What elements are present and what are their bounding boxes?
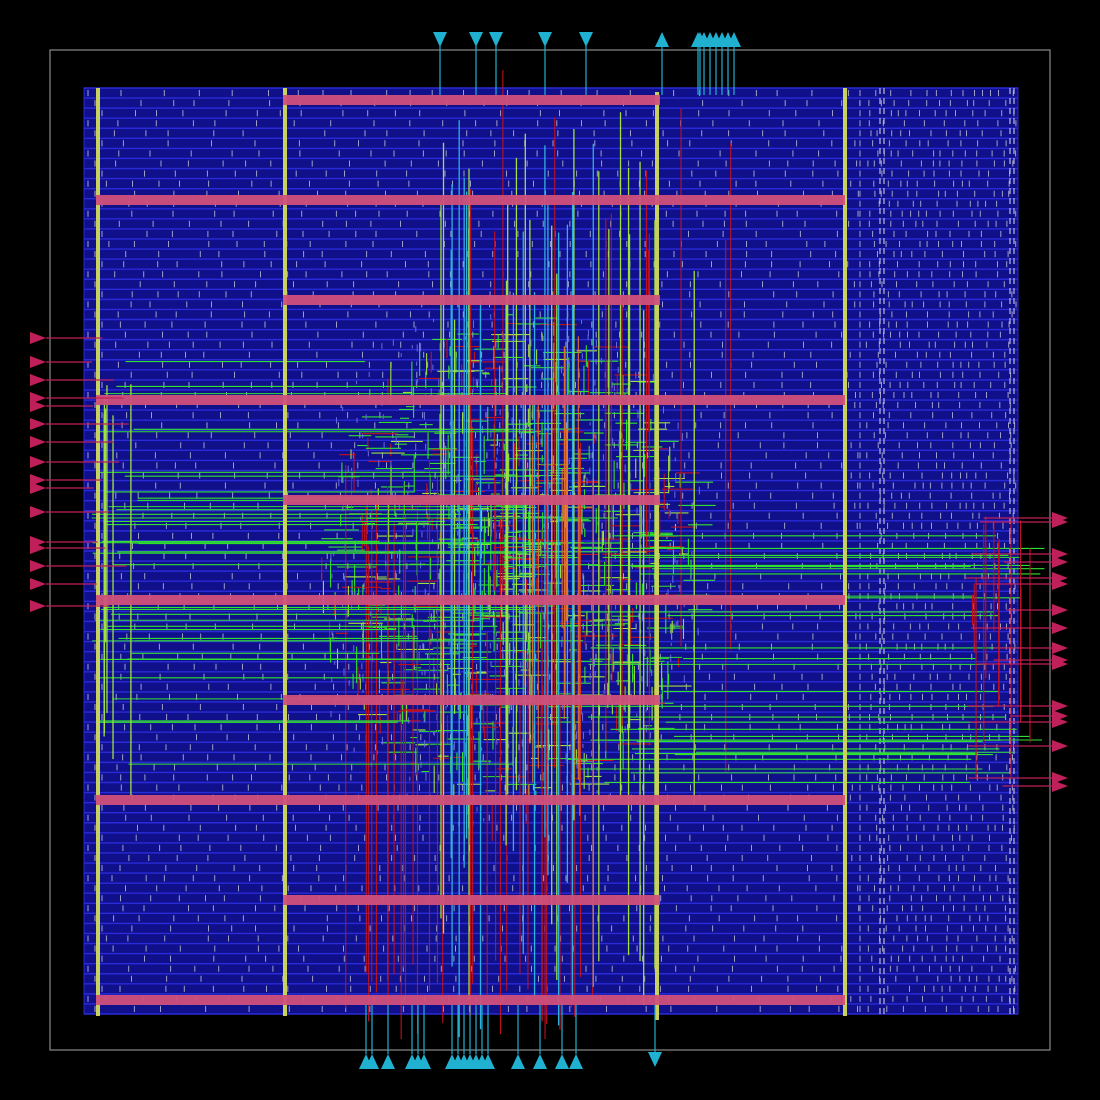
cell-boundary-ticks: [94, 613, 1012, 620]
io-pins-layer: [30, 32, 1068, 1069]
io-pin-top: [727, 32, 741, 47]
horizontal-power-stripe: [96, 195, 845, 205]
cell-boundary-ticks: [94, 855, 1007, 861]
io-pin-left: [30, 600, 46, 612]
cell-boundary-ticks: [101, 110, 1015, 117]
horizontal-power-stripe: [96, 995, 845, 1005]
cell-boundary-ticks: [94, 281, 1005, 288]
cell-boundary-ticks: [94, 130, 1002, 137]
cell-boundary-ticks: [101, 985, 1016, 992]
horizontal-power-stripe: [96, 595, 845, 605]
cell-boundary-ticks: [94, 190, 1010, 197]
die-boundary: [49, 49, 1051, 1051]
io-pin-bottom: [417, 1054, 431, 1069]
horizontal-power-stripe: [96, 795, 845, 805]
io-pin-right: [1052, 658, 1068, 670]
die-boundary-layer: [49, 49, 1051, 1051]
io-pin-bottom: [533, 1054, 547, 1069]
cell-boundary-ticks: [87, 452, 1011, 459]
io-pin-left: [30, 332, 46, 344]
horizontal-power-stripe: [283, 95, 660, 105]
horizontal-power-stripe: [283, 695, 660, 705]
io-pin-right: [1052, 642, 1068, 654]
io-pin-left: [30, 400, 46, 412]
cell-boundary-ticks: [87, 844, 1003, 851]
io-pin-top: [538, 32, 552, 47]
io-pin-bottom: [481, 1054, 495, 1069]
io-pin-top: [469, 32, 483, 47]
power-stripes-layer: [96, 88, 847, 1020]
io-pin-bottom: [648, 1052, 662, 1067]
io-pin-right: [1052, 700, 1068, 712]
io-pin-right: [1052, 604, 1068, 616]
cell-boundary-ticks: [87, 935, 1013, 942]
io-pin-top: [693, 32, 707, 47]
cell-boundary-ticks: [87, 663, 1005, 670]
io-pin-left: [30, 356, 46, 368]
io-pin-right: [1052, 548, 1068, 560]
io-pin-left: [30, 418, 46, 430]
cell-boundary-ticks: [94, 522, 1004, 529]
io-pin-bottom: [555, 1054, 569, 1069]
io-pin-bottom: [365, 1054, 379, 1069]
io-pin-right: [1052, 516, 1068, 528]
io-pin-bottom: [381, 1054, 395, 1069]
io-pin-right: [1052, 772, 1068, 784]
io-pin-right: [1052, 716, 1068, 728]
cell-boundary-ticks: [87, 784, 1013, 791]
vertical-power-stripe: [96, 88, 100, 1016]
io-pin-bottom: [569, 1054, 583, 1069]
cell-boundary-ticks: [101, 381, 1006, 388]
io-pin-top: [489, 32, 503, 47]
io-pin-top: [655, 32, 669, 47]
io-pin-right: [1052, 622, 1068, 634]
cell-boundary-ticks: [87, 90, 1014, 97]
cell-boundary-ticks: [101, 170, 1010, 177]
cell-boundary-ticks: [101, 653, 1008, 660]
horizontal-power-stripe: [283, 895, 660, 905]
cell-boundary-ticks: [94, 915, 1007, 922]
cell-boundary-ticks: [94, 643, 1016, 650]
cell-boundary-ticks: [101, 774, 1004, 781]
horizontal-power-stripe: [283, 495, 660, 505]
io-pin-left: [30, 456, 46, 468]
io-pin-left: [30, 482, 46, 494]
cell-boundary-ticks: [94, 402, 1011, 409]
cell-boundary-ticks: [87, 271, 999, 278]
cell-boundary-ticks: [94, 220, 1008, 227]
vertical-power-stripe: [283, 88, 287, 1016]
cell-boundary-ticks: [87, 150, 1017, 157]
cell-boundary-ticks: [87, 875, 1009, 882]
io-pin-right: [1052, 578, 1068, 590]
cell-boundary-ticks: [94, 945, 1007, 952]
io-pin-bottom: [511, 1054, 525, 1069]
vertical-power-stripe: [655, 92, 659, 1020]
io-pin-left: [30, 542, 46, 554]
io-pin-right: [1052, 556, 1068, 568]
io-pin-top: [579, 32, 593, 47]
cell-boundary-ticks: [94, 160, 1014, 167]
cell-boundary-ticks: [101, 925, 1009, 932]
cell-boundary-ticks: [101, 502, 1005, 509]
io-pin-left: [30, 474, 46, 486]
cell-boundary-ticks: [94, 824, 1015, 831]
horizontal-power-stripe: [96, 395, 845, 405]
io-pin-left: [30, 392, 46, 404]
io-pin-left: [30, 578, 46, 590]
cell-boundary-ticks: [87, 965, 1016, 972]
io-pin-left: [30, 506, 46, 518]
cell-boundary-ticks: [94, 462, 1002, 469]
io-pin-left: [30, 374, 46, 386]
horizontal-power-stripe: [283, 295, 660, 305]
io-pin-right: [1052, 740, 1068, 752]
io-pin-right: [1052, 780, 1068, 792]
cell-boundary-ticks: [87, 905, 1006, 912]
io-pin-left: [30, 560, 46, 572]
cell-boundary-ticks: [101, 321, 1010, 328]
vertical-power-stripe: [843, 88, 847, 1016]
io-pin-top: [433, 32, 447, 47]
io-pin-left: [30, 436, 46, 448]
